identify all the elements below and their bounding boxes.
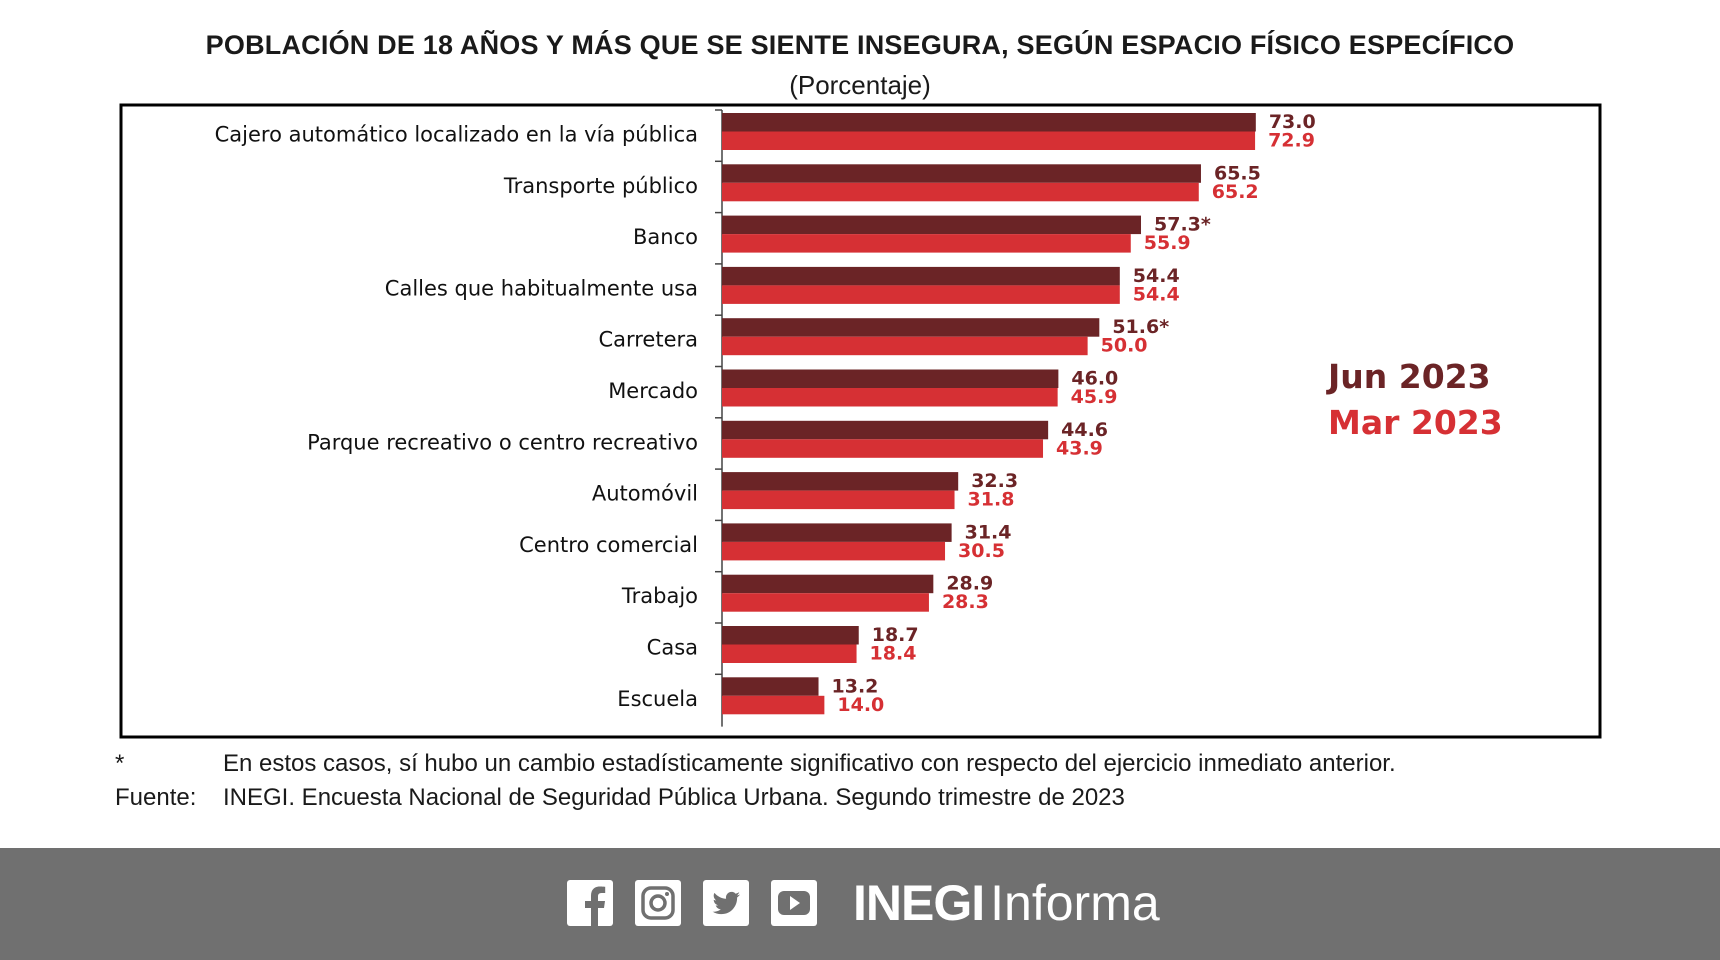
bar-jun-2023 — [722, 574, 934, 594]
data-label-mar-2023: 18.4 — [870, 643, 917, 665]
data-label-mar-2023: 28.3 — [942, 591, 989, 613]
footer-bar: INEGI Informa — [0, 848, 1720, 960]
category-label: Parque recreativo o centro recreativo — [307, 430, 698, 454]
bar-mar-2023 — [722, 593, 929, 612]
bar-jun-2023 — [722, 677, 819, 696]
category-label: Cajero automático localizado en la vía p… — [215, 123, 698, 147]
data-label-jun-2023: 57.3* — [1154, 214, 1211, 236]
source-note: Fuente: INEGI. Encuesta Nacional de Segur… — [115, 784, 1125, 812]
data-label-jun-2023: 31.4 — [965, 521, 1012, 543]
bar-mar-2023 — [722, 541, 946, 561]
category-label: Trabajo — [621, 584, 698, 608]
category-label: Mercado — [608, 379, 698, 403]
data-label-mar-2023: 14.0 — [837, 694, 884, 716]
bar-jun-2023 — [722, 472, 959, 491]
asterisk-note-text: En estos casos, sí hubo un cambio estadí… — [223, 750, 1396, 777]
bar-mar-2023 — [722, 182, 1199, 202]
category-label: Transporte público — [503, 174, 698, 198]
data-label-mar-2023: 65.2 — [1212, 181, 1259, 203]
bar-chart: Cajero automático localizado en la vía p… — [119, 103, 1602, 739]
bar-mar-2023 — [722, 234, 1131, 253]
inegi-informa-logo: INEGI Informa — [853, 870, 1160, 936]
category-label: Casa — [647, 636, 698, 660]
bar-mar-2023 — [722, 644, 857, 663]
category-label: Calles que habitualmente usa — [385, 276, 698, 300]
data-label-mar-2023: 45.9 — [1071, 386, 1118, 408]
data-label-mar-2023: 72.9 — [1268, 130, 1315, 152]
data-label-mar-2023: 31.8 — [968, 489, 1015, 511]
bar-jun-2023 — [722, 266, 1120, 286]
source-note-key: Fuente: — [115, 784, 197, 811]
bar-mar-2023 — [722, 285, 1120, 304]
category-label: Carretera — [598, 328, 698, 352]
data-label-jun-2023: 46.0 — [1071, 368, 1118, 390]
chart-subtitle: (Porcentaje) — [789, 70, 931, 100]
data-label-mar-2023: 54.4 — [1133, 283, 1180, 305]
brand-inegi: INEGI — [853, 875, 985, 931]
legend-entry: Jun 2023 — [1326, 357, 1491, 396]
asterisk-note: * En estos casos, sí hubo un cambio estad… — [115, 750, 1396, 778]
category-label: Automóvil — [592, 482, 698, 506]
category-label: Centro comercial — [519, 533, 698, 557]
bar-jun-2023 — [722, 113, 1256, 132]
bar-jun-2023 — [722, 626, 859, 645]
bar-jun-2023 — [722, 164, 1201, 183]
asterisk-note-key: * — [115, 750, 125, 777]
brand-informa: Informa — [990, 875, 1160, 931]
data-label-jun-2023: 73.0 — [1269, 111, 1316, 133]
twitter-icon[interactable] — [703, 880, 749, 926]
bar-mar-2023 — [722, 490, 955, 510]
data-label-mar-2023: 55.9 — [1144, 232, 1191, 254]
data-label-jun-2023: 54.4 — [1133, 265, 1180, 287]
source-note-text: INEGI. Encuesta Nacional de Seguridad Pú… — [223, 784, 1125, 811]
bar-mar-2023 — [722, 336, 1088, 356]
data-label-jun-2023: 28.9 — [946, 573, 993, 595]
data-label-mar-2023: 50.0 — [1101, 335, 1148, 357]
data-label-jun-2023: 65.5 — [1214, 162, 1261, 184]
data-label-jun-2023: 18.7 — [872, 624, 919, 646]
category-label: Banco — [633, 225, 698, 249]
legend-entry: Mar 2023 — [1328, 403, 1503, 442]
data-label-jun-2023: 51.6* — [1112, 316, 1169, 338]
instagram-icon[interactable] — [635, 880, 681, 926]
bar-mar-2023 — [722, 439, 1044, 458]
bar-jun-2023 — [722, 369, 1059, 388]
youtube-icon[interactable] — [771, 880, 817, 926]
bar-jun-2023 — [722, 420, 1049, 440]
data-label-jun-2023: 13.2 — [832, 675, 879, 697]
bar-jun-2023 — [722, 318, 1100, 337]
category-label: Escuela — [617, 687, 698, 711]
bar-jun-2023 — [722, 523, 952, 542]
bar-mar-2023 — [722, 388, 1058, 407]
data-label-jun-2023: 32.3 — [971, 470, 1018, 492]
data-label-mar-2023: 43.9 — [1056, 437, 1103, 459]
bar-mar-2023 — [722, 131, 1256, 150]
bar-jun-2023 — [722, 215, 1142, 235]
facebook-icon[interactable] — [567, 880, 613, 926]
chart-title: POBLACIÓN DE 18 AÑOS Y MÁS QUE SE SIENTE… — [205, 30, 1515, 60]
data-label-mar-2023: 30.5 — [958, 540, 1005, 562]
bar-mar-2023 — [722, 695, 825, 715]
data-label-jun-2023: 44.6 — [1061, 419, 1108, 441]
chart-frame — [119, 103, 1602, 739]
